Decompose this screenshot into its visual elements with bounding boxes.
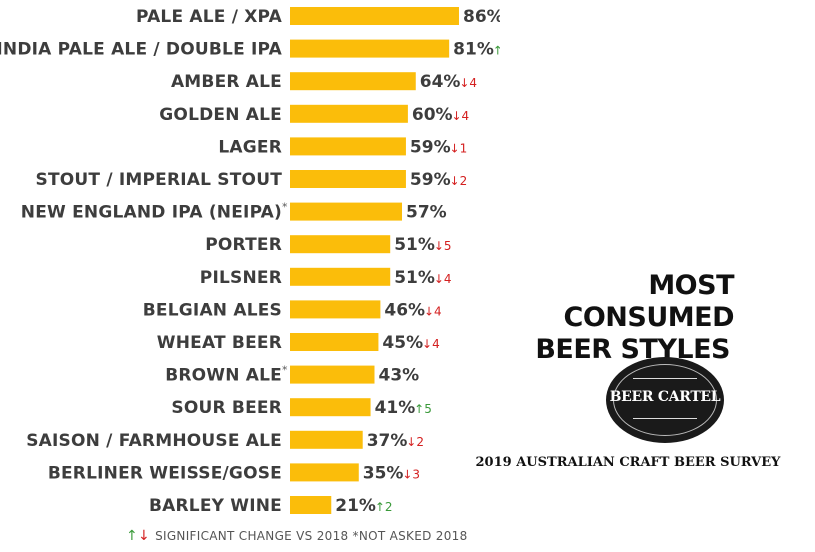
value-label: 86% [463, 7, 500, 27]
value-label: 51% [394, 268, 435, 288]
chart-footnote: ↑↓ SIGNIFICANT CHANGE VS 2018 *NOT ASKED … [126, 528, 468, 546]
bar [290, 72, 416, 91]
bars-group: PALE ALE / XPA 86% ↓4 INDIA PALE ALE / DOUB… [0, 7, 500, 516]
beer-cartel-logo: BEER CARTEL [606, 357, 724, 443]
down-arrow-icon: ↓ [138, 528, 151, 544]
logo-text: BEER CARTEL [609, 389, 721, 405]
value-label: 21% [335, 496, 376, 516]
change-down-indicator: ↓4 [434, 272, 452, 286]
value-label: 41% [375, 398, 416, 418]
value-label: 60% [412, 105, 453, 125]
logo-ring [613, 364, 717, 436]
footnote-text: SIGNIFICANT CHANGE VS 2018 *NOT ASKED 20… [155, 529, 468, 543]
not-asked-marker: * [282, 364, 288, 377]
logo-ornament-bottom [633, 418, 697, 425]
category-label: GOLDEN ALE [159, 105, 282, 125]
category-label: WHEAT BEER [157, 333, 282, 353]
value-label: 59% [410, 137, 451, 157]
change-down-indicator: ↓4 [422, 337, 440, 351]
change-down-indicator: ↓3 [402, 467, 420, 481]
bar [290, 137, 406, 156]
bar [290, 235, 391, 254]
change-down-indicator: ↓4 [459, 76, 477, 90]
change-up-indicator: ↑2 [493, 44, 500, 58]
category-label: BERLINER WEISSE/GOSE [48, 463, 282, 483]
up-arrow-icon: ↑ [126, 528, 139, 544]
value-label: 45% [382, 333, 423, 353]
category-label: BELGIAN ALES [143, 300, 282, 320]
category-label: STOUT / IMPERIAL STOUT [36, 170, 283, 190]
bar [290, 267, 391, 286]
bar [290, 104, 408, 123]
value-label: 46% [384, 300, 425, 320]
value-label: 57% [406, 203, 447, 223]
change-down-indicator: ↓5 [434, 239, 452, 253]
category-label: INDIA PALE ALE / DOUBLE IPA [0, 40, 283, 60]
category-label: LAGER [218, 137, 282, 157]
value-label: 59% [410, 170, 451, 190]
change-down-indicator: ↓1 [450, 141, 468, 155]
survey-label: 2019 AUSTRALIAN CRAFT BEER SURVEY [475, 455, 781, 470]
change-down-indicator: ↓4 [424, 304, 442, 318]
chart-title-line2: BEER STYLES [535, 334, 730, 365]
change-up-indicator: ↑5 [414, 402, 432, 416]
category-label: PALE ALE / XPA [136, 7, 283, 27]
category-label: AMBER ALE [171, 72, 282, 92]
bar-chart: PALE ALE / XPA 86% ↓4 INDIA PALE ALE / DOUB… [0, 7, 500, 516]
category-label: NEW ENGLAND IPA (NEIPA) [21, 203, 282, 223]
bar [290, 496, 332, 514]
change-down-indicator: ↓4 [452, 109, 470, 123]
change-up-indicator: ↑2 [375, 500, 393, 514]
change-down-indicator: ↓2 [450, 174, 468, 188]
chart-title-line1: MOST CONSUMED [563, 270, 735, 333]
category-label: SOUR BEER [171, 398, 282, 418]
value-label: 35% [363, 463, 404, 483]
change-down-indicator: ↓2 [406, 435, 424, 449]
category-label: PILSNER [200, 268, 282, 288]
logo-ornament-top [633, 378, 697, 385]
bar [290, 398, 371, 417]
category-label: BROWN ALE [165, 366, 282, 386]
bar [290, 170, 406, 188]
bar [290, 7, 459, 25]
chart-title: MOST CONSUMED BEER STYLES [500, 270, 770, 366]
bar [290, 430, 363, 449]
bar [290, 202, 403, 221]
category-label: SAISON / FARMHOUSE ALE [26, 431, 282, 451]
value-label: 51% [394, 235, 435, 255]
category-label: PORTER [205, 235, 282, 255]
bar [290, 463, 359, 482]
bar [290, 333, 379, 351]
bar [290, 300, 381, 319]
bar [290, 365, 375, 384]
category-label: BARLEY WINE [149, 496, 282, 516]
bar [290, 39, 450, 58]
value-label: 64% [420, 72, 461, 92]
value-label: 43% [378, 366, 419, 386]
value-label: 81% [453, 40, 494, 60]
not-asked-marker: * [282, 201, 288, 214]
value-label: 37% [367, 431, 408, 451]
